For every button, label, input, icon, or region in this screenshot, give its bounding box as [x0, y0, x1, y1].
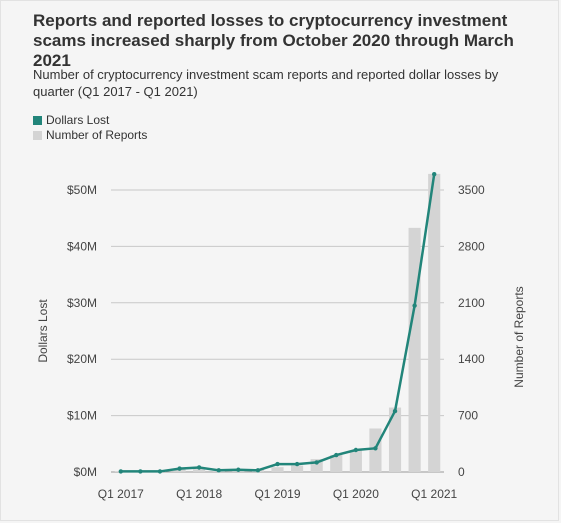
- legend-label-dollars: Dollars Lost: [46, 113, 110, 127]
- y-right-tick-label: 2800: [458, 239, 485, 253]
- y-right-tick-label: 0: [458, 465, 465, 479]
- point-dollars-lost: [412, 303, 417, 308]
- chart-subtitle: Number of cryptocurrency investment scam…: [33, 67, 499, 99]
- y-left-tick-label: $0M: [74, 465, 97, 479]
- point-dollars-lost: [255, 468, 261, 473]
- point-dollars-lost: [216, 468, 221, 473]
- point-dollars-lost: [392, 408, 398, 414]
- y-left-axis-title: Dollars Lost: [36, 299, 50, 363]
- bars: [114, 173, 441, 472]
- y-right-tick-label: 3500: [458, 183, 485, 197]
- x-tick-label: Q1 2019: [254, 487, 300, 501]
- y-left-tick-label: $40M: [67, 239, 97, 253]
- point-dollars-lost: [138, 469, 143, 474]
- point-dollars-lost: [294, 461, 300, 467]
- y-left-tick-label: $30M: [67, 296, 97, 310]
- point-dollars-lost: [275, 461, 280, 467]
- legend-item-reports: Number of Reports: [33, 128, 147, 143]
- line-dollars-lost: [120, 174, 436, 473]
- bar-reports: [291, 465, 304, 472]
- legend-swatch-dollars: [33, 116, 42, 125]
- y-left-tick-label: $50M: [67, 183, 97, 197]
- bar-reports: [271, 467, 284, 472]
- x-tick-label: Q1 2021: [411, 487, 457, 501]
- point-dollars-lost: [314, 460, 319, 465]
- point-dollars-lost: [353, 447, 359, 453]
- point-dollars-lost: [373, 446, 378, 451]
- y-right-tick-label: 2100: [458, 296, 485, 310]
- legend-item-dollars: Dollars Lost: [33, 113, 147, 128]
- point-dollars-lost: [157, 469, 163, 474]
- chart-title: Reports and reported losses to cryptocur…: [33, 11, 514, 70]
- point-dollars-lost: [177, 466, 182, 471]
- point-dollars-lost: [196, 465, 202, 470]
- legend-label-reports: Number of Reports: [46, 128, 148, 142]
- point-dollars-lost: [432, 172, 437, 177]
- point-dollars-lost: [334, 452, 339, 458]
- gridlines: [111, 189, 444, 473]
- bar-reports: [428, 173, 441, 472]
- axes: $0M $10M $20M $30M $40M $50M 0 700 1400 2100 2800 3…: [36, 183, 526, 501]
- x-tick-label: Q1 2017: [98, 487, 144, 501]
- bar-reports: [330, 455, 343, 472]
- dollars-line: [118, 172, 437, 474]
- y-left-tick-label: $10M: [67, 409, 97, 423]
- point-dollars-lost: [118, 469, 123, 474]
- y-right-tick-label: 700: [458, 409, 478, 423]
- legend: Dollars Lost Number of Reports: [33, 113, 147, 143]
- y-right-tick-label: 1400: [458, 352, 485, 366]
- bar-reports: [349, 450, 362, 472]
- bar-reports: [193, 469, 206, 472]
- y-left-tick-label: $20M: [67, 352, 97, 366]
- point-dollars-lost: [236, 467, 241, 472]
- legend-swatch-reports: [33, 131, 42, 140]
- x-tick-label: Q1 2020: [333, 487, 379, 501]
- bar-reports: [408, 227, 421, 472]
- x-tick-label: Q1 2018: [176, 487, 222, 501]
- y-right-axis-title: Number of Reports: [512, 286, 526, 387]
- bar-reports: [388, 407, 402, 472]
